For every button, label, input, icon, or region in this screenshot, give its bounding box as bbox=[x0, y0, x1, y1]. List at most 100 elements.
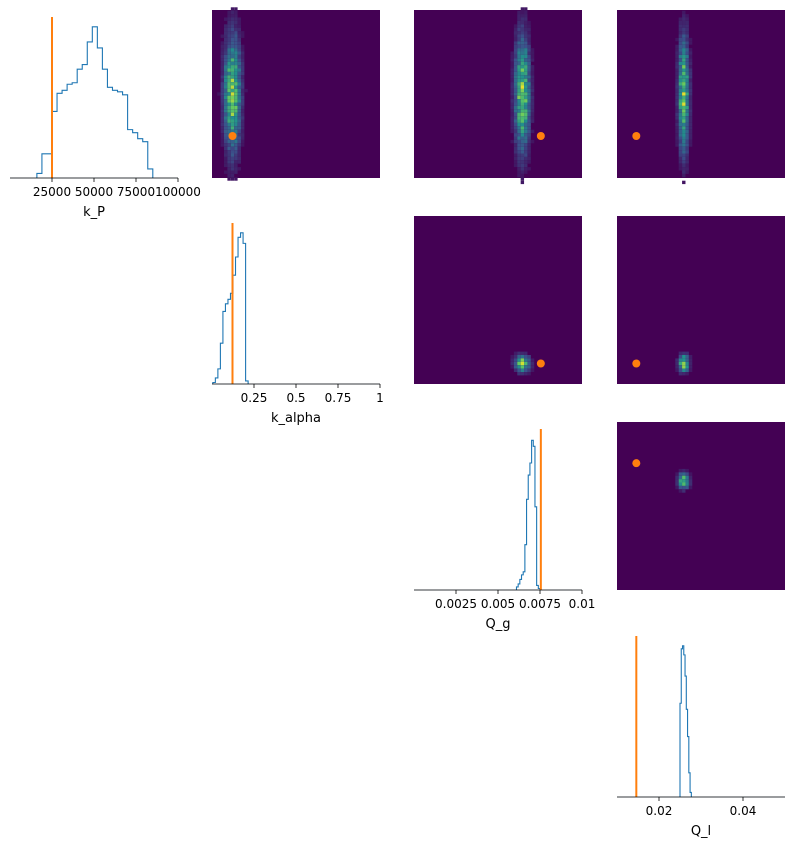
density-cell bbox=[682, 146, 686, 151]
density-cell bbox=[224, 34, 228, 38]
density-cell bbox=[530, 368, 535, 372]
density-cell bbox=[230, 122, 235, 127]
density-cell bbox=[227, 126, 231, 130]
density-cell bbox=[234, 109, 238, 113]
density-cell bbox=[227, 31, 231, 35]
density-cell bbox=[524, 48, 528, 52]
density-cell bbox=[520, 17, 525, 21]
density-cell bbox=[220, 71, 224, 76]
hist-panel-k_P: 25000 50000 75000 100000 k_P bbox=[10, 17, 201, 220]
density-cell bbox=[234, 177, 238, 181]
density-cell bbox=[237, 150, 241, 154]
density-cell bbox=[675, 54, 679, 59]
density-cell bbox=[227, 153, 231, 157]
density-cell bbox=[241, 31, 245, 35]
density-cell bbox=[517, 51, 521, 55]
density-cell bbox=[520, 116, 525, 120]
density-cell bbox=[685, 78, 689, 83]
density-cell bbox=[241, 116, 245, 120]
density-cell bbox=[517, 61, 521, 66]
density-cell bbox=[230, 10, 235, 15]
density-cell bbox=[237, 75, 241, 79]
density-cell bbox=[520, 44, 525, 49]
density-cell bbox=[524, 129, 528, 134]
density-cell bbox=[224, 163, 228, 168]
density-cell bbox=[527, 122, 531, 127]
density-cell bbox=[234, 156, 238, 161]
density-cell bbox=[510, 112, 514, 117]
density-cell bbox=[237, 156, 241, 161]
density-cell bbox=[517, 88, 521, 93]
density-cell bbox=[524, 7, 528, 11]
density-cell bbox=[685, 105, 689, 110]
density-cell bbox=[527, 75, 531, 79]
density-cell bbox=[234, 78, 238, 83]
density-cell bbox=[237, 133, 241, 137]
density-cell bbox=[527, 160, 531, 164]
density-cell bbox=[517, 92, 521, 96]
density-cell bbox=[678, 82, 683, 86]
density-cell bbox=[675, 85, 679, 89]
density-cell bbox=[688, 355, 693, 359]
density-cell bbox=[682, 78, 686, 83]
truth-point bbox=[632, 459, 641, 468]
density-cell bbox=[524, 51, 528, 55]
density-cell bbox=[675, 133, 679, 137]
density-cell bbox=[224, 65, 228, 69]
density-cell bbox=[510, 358, 514, 362]
density-cell bbox=[237, 78, 241, 83]
density-cell bbox=[227, 65, 231, 69]
x-tick-label: 0.04 bbox=[730, 804, 757, 818]
density-cell bbox=[517, 54, 521, 59]
density-cell bbox=[224, 48, 228, 52]
density-cell bbox=[224, 129, 228, 134]
density-cell bbox=[227, 136, 231, 140]
density-cell bbox=[527, 153, 531, 157]
density-cell bbox=[230, 82, 235, 86]
density-cell bbox=[227, 105, 231, 110]
density-cell bbox=[224, 136, 228, 140]
density-cell bbox=[678, 75, 683, 79]
density-cell bbox=[224, 170, 228, 174]
density-cell bbox=[227, 58, 231, 62]
density-cell bbox=[517, 133, 521, 137]
density-cell bbox=[527, 99, 531, 103]
density-cell bbox=[685, 58, 689, 62]
density-cell bbox=[520, 180, 525, 185]
density-cell bbox=[688, 85, 693, 89]
density-cell bbox=[230, 61, 235, 66]
density-cell bbox=[517, 122, 521, 127]
density-cell bbox=[675, 112, 679, 117]
density-cell bbox=[224, 82, 228, 86]
density-cell bbox=[524, 358, 528, 362]
density-cell bbox=[682, 102, 686, 106]
density-cell bbox=[520, 82, 525, 86]
density-cell bbox=[227, 150, 231, 154]
density-cell bbox=[241, 88, 245, 93]
density-cell bbox=[524, 136, 528, 140]
density-cell bbox=[227, 109, 231, 113]
density-cell bbox=[227, 48, 231, 52]
x-tick-label: 0.0075 bbox=[519, 597, 561, 611]
density-cell bbox=[510, 116, 514, 120]
density-cell bbox=[230, 150, 235, 154]
density-cell bbox=[678, 479, 683, 483]
density-cell bbox=[520, 167, 525, 171]
density-cell bbox=[241, 122, 245, 127]
density-cell bbox=[227, 99, 231, 103]
density-cell bbox=[513, 163, 518, 168]
density-cell bbox=[675, 129, 679, 134]
density-cell bbox=[688, 82, 693, 86]
density-cell bbox=[685, 475, 689, 480]
density-cell bbox=[513, 65, 518, 69]
density-cell bbox=[517, 27, 521, 32]
density-cell bbox=[517, 146, 521, 151]
density-cell bbox=[224, 119, 228, 123]
density-cell bbox=[675, 82, 679, 86]
density-cell bbox=[227, 112, 231, 117]
density-cell bbox=[227, 61, 231, 66]
density-cell bbox=[227, 24, 231, 28]
density-cell bbox=[513, 75, 518, 79]
density-cell bbox=[513, 71, 518, 76]
density-cell bbox=[227, 78, 231, 83]
